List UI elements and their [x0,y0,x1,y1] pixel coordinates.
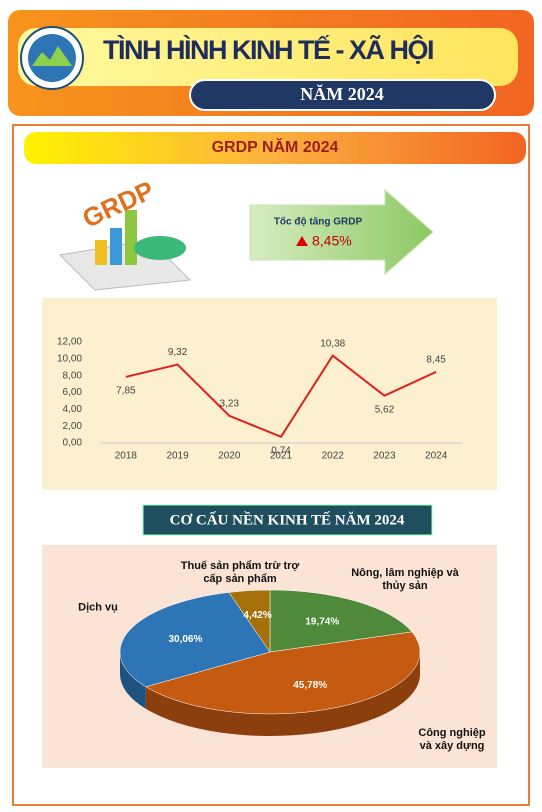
data-label: 7,85 [116,386,136,397]
pie-value-label: 19,74% [305,616,339,627]
data-label: 10,38 [320,338,345,349]
grdp-icon: GRDP [58,175,192,291]
data-line [125,354,437,439]
pie-value-label: 45,78% [293,680,327,691]
x-tick-label: 2022 [322,451,345,462]
pie-slice [119,592,271,688]
year-pill [189,79,496,111]
y-tick-label: 12,00 [57,337,82,348]
y-tick-label: 10,00 [57,353,82,364]
line-chart-bg [42,298,497,490]
icon-bar [110,228,122,265]
up-triangle [296,236,308,246]
pie-value-label: 30,06% [168,634,202,645]
panel [12,124,530,806]
data-label: 0,74 [271,445,291,456]
pie-side [120,652,146,709]
pie-category-label: Công nghiệp và xây dựng [418,727,486,752]
x-tick-label: 2020 [218,451,241,462]
section-title: GRDP NĂM 2024 [212,137,339,156]
logo-mark [32,46,72,66]
pie-value-label: 4,42% [243,610,271,621]
pie-slice [269,589,413,653]
growth-value: 8,45% [312,233,352,249]
x-tick-label: 2024 [425,451,448,462]
pie-category-label: Nông, lâm nghiệp và thủy sản [351,567,459,592]
x-tick-label: 2018 [115,451,138,462]
data-label: 8,45 [426,355,446,366]
pie-category-label: Dịch vụ [78,601,118,614]
icon-bar [95,240,107,265]
y-tick-label: 2,00 [63,421,83,432]
y-tick-label: 4,00 [63,404,83,415]
section-band [24,132,526,164]
data-label: 3,23 [220,398,240,409]
header-title: TÌNH HÌNH KINH TẾ - XÃ HỘI [103,34,433,65]
y-tick-label: 0,00 [63,438,83,449]
icon-bar [125,210,137,265]
data-label: 9,32 [168,347,188,358]
header-subtitle: NĂM 2024 [300,83,384,104]
y-tick-label: 6,00 [63,387,83,398]
x-tick-label: 2021 [270,451,293,462]
header-inner [18,28,518,86]
pie-title-box [142,504,433,536]
icon-text: GRDP [78,175,159,234]
pie-slice [228,589,271,653]
growth-label: Tốc độ tăng GRDP [274,216,363,228]
pie-side [145,652,420,736]
pie-title: CƠ CẤU NỀN KINH TẾ NĂM 2024 [170,511,405,528]
pie-category-label: Thuế sản phẩm trừ trợ cấp sản phẩm [180,560,300,585]
growth-arrow [249,188,434,276]
icon-pie [134,236,186,260]
x-tick-label: 2023 [373,451,396,462]
data-label: 5,62 [375,404,395,415]
y-tick-label: 8,00 [63,370,83,381]
pie-slice [145,631,421,715]
x-tick-label: 2019 [166,451,189,462]
